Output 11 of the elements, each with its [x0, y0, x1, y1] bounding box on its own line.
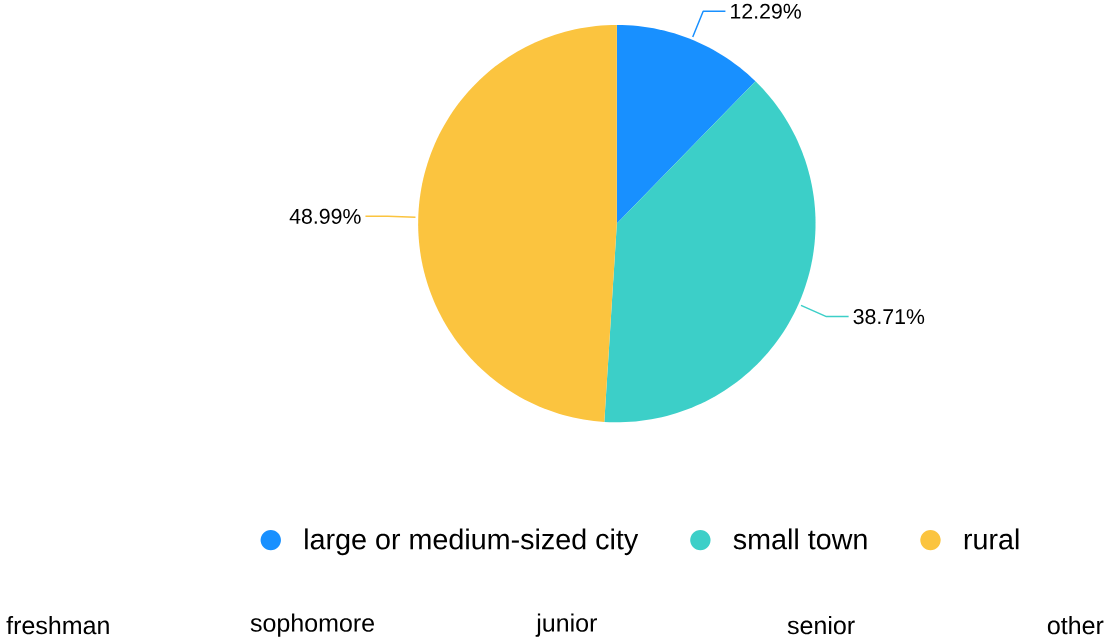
legend-label: small town — [733, 528, 867, 550]
data-label: 12.29% — [731, 3, 801, 19]
text: sophomore — [250, 613, 374, 637]
legend-label: rural — [964, 528, 1019, 550]
data-label: 38.71% — [853, 309, 925, 325]
text: other — [1047, 615, 1104, 635]
text: junior — [535, 613, 597, 637]
data-label: 48.99% — [289, 208, 361, 224]
legend-label: large or medium-sized city — [305, 528, 639, 556]
text: freshman — [6, 615, 109, 635]
text: senior — [787, 615, 855, 635]
